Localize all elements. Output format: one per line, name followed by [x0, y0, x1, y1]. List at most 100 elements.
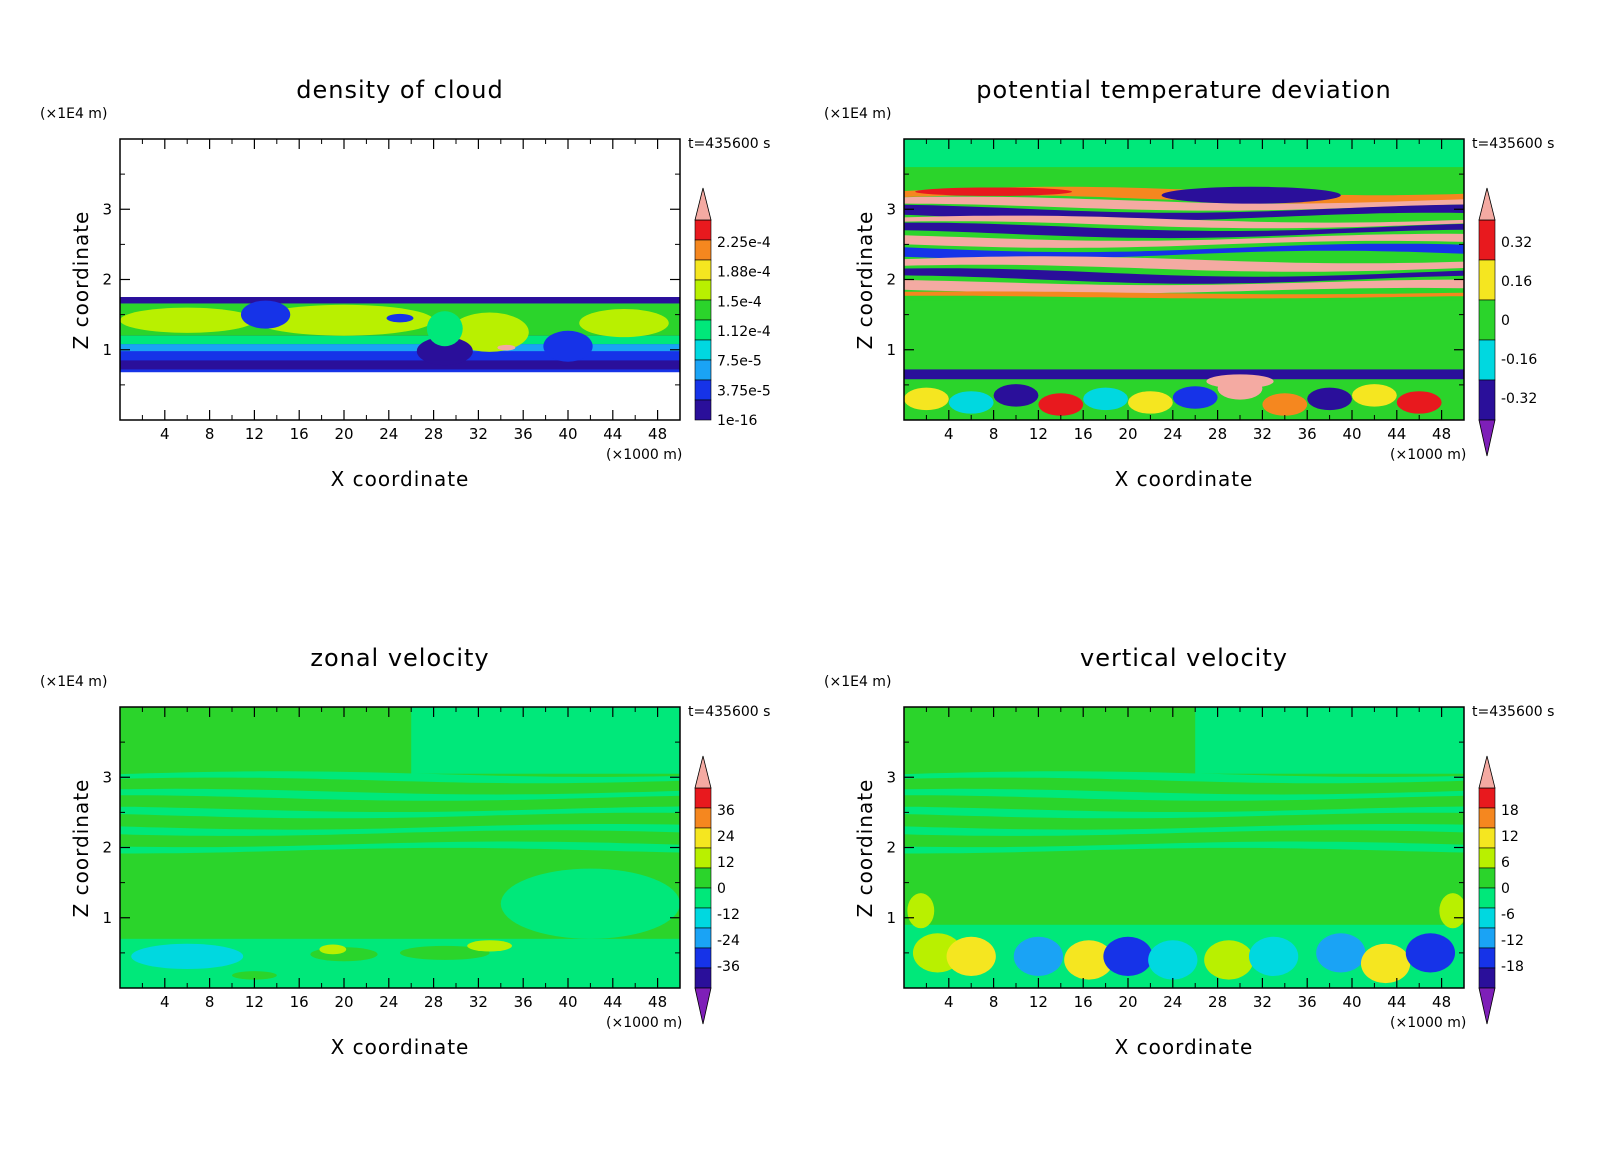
x-tick-label: 40 [558, 993, 577, 1011]
x-tick-label: 12 [245, 425, 264, 443]
colorbar-label: 18 [1501, 803, 1519, 819]
field-contours [120, 297, 680, 373]
y-axis-label: Z coordinate [69, 211, 93, 350]
panel-u: zonal velocity(×1E4 m)t=435600 s4 8 12 16 20… [40, 644, 770, 1059]
field-contours [904, 707, 1464, 988]
x-axis-label: X coordinate [1115, 467, 1254, 491]
colorbar-label: 12 [1501, 829, 1519, 845]
x-tick-label: 24 [379, 993, 398, 1011]
panel-w: vertical velocity(×1E4 m)t=435600 s4 8 12 1… [824, 644, 1554, 1059]
colorbar-label: 1e-16 [717, 413, 757, 429]
x-tick-label: 4 [160, 425, 170, 443]
chart-title: vertical velocity [1080, 644, 1288, 672]
x-tick-label: 44 [1387, 993, 1406, 1011]
chart-title: density of cloud [296, 76, 503, 104]
x-tick-label: 32 [1253, 425, 1272, 443]
x-tick-label: 24 [379, 425, 398, 443]
x-tick-label: 48 [1432, 425, 1451, 443]
colorbar: 18 12 6 0 -6 -12 -18 [1478, 755, 1524, 1025]
y-tick-label: 1 [886, 909, 896, 927]
x-tick-label: 12 [1029, 993, 1048, 1011]
plot-frame [119, 138, 681, 421]
x-tick-label: 20 [334, 425, 353, 443]
x-tick-label: 36 [1298, 993, 1317, 1011]
colorbar-label: 0 [1501, 313, 1510, 329]
colorbar-label: 0.16 [1501, 274, 1532, 290]
colorbar-label: 0 [717, 881, 726, 897]
x-tick-label: 16 [290, 425, 309, 443]
x-tick-label: 48 [648, 993, 667, 1011]
x-tick-label: 8 [989, 425, 999, 443]
y-tick-label: 3 [886, 768, 896, 786]
colorbar-label: -24 [717, 933, 740, 949]
x-tick-label: 16 [290, 993, 309, 1011]
colorbar-label: -12 [717, 907, 740, 923]
x-tick-label: 40 [1342, 993, 1361, 1011]
y-tick-label: 1 [102, 909, 112, 927]
colorbar-label: -0.16 [1501, 352, 1537, 368]
x-unit-label: (×1000 m) [606, 447, 682, 463]
x-tick-label: 32 [469, 425, 488, 443]
x-unit-label: (×1000 m) [606, 1015, 682, 1031]
colorbar-label: -0.32 [1501, 391, 1537, 407]
x-unit-label: (×1000 m) [1390, 1015, 1466, 1031]
y-tick-label: 3 [886, 200, 896, 218]
y-unit-label: (×1E4 m) [40, 674, 107, 690]
colorbar: 0.32 0.16 0 -0.16 -0.32 [1478, 187, 1537, 457]
x-tick-label: 28 [1208, 993, 1227, 1011]
y-unit-label: (×1E4 m) [824, 674, 891, 690]
x-tick-label: 8 [989, 993, 999, 1011]
x-unit-label: (×1000 m) [1390, 447, 1466, 463]
time-label: t=435600 s [1472, 136, 1554, 152]
x-tick-label: 4 [944, 993, 954, 1011]
field-contours [904, 139, 1464, 420]
x-tick-label: 36 [1298, 425, 1317, 443]
colorbar-label: -12 [1501, 933, 1524, 949]
x-tick-label: 40 [1342, 425, 1361, 443]
x-tick-label: 24 [1163, 425, 1182, 443]
panel-theta: potential temperature deviation (×1E4 m) t… [824, 76, 1554, 491]
chart-title: potential temperature deviation [976, 76, 1391, 104]
colorbar-label: 24 [717, 829, 735, 845]
y-tick-label: 1 [102, 341, 112, 359]
y-tick-label: 3 [102, 200, 112, 218]
x-tick-label: 32 [469, 993, 488, 1011]
x-tick-label: 48 [648, 425, 667, 443]
x-tick-label: 48 [1432, 993, 1451, 1011]
x-tick-label: 16 [1074, 425, 1093, 443]
time-label: t=435600 s [688, 704, 770, 720]
colorbar-label: 1.88e-4 [717, 265, 771, 281]
y-tick-label: 2 [102, 271, 112, 289]
x-tick-label: 44 [1387, 425, 1406, 443]
x-tick-label: 8 [205, 993, 215, 1011]
colorbar: 36 24 12 0 -12 -24 -36 [694, 755, 740, 1025]
x-tick-label: 36 [514, 425, 533, 443]
x-tick-label: 20 [334, 993, 353, 1011]
y-tick-label: 2 [102, 839, 112, 857]
x-axis-label: X coordinate [331, 467, 470, 491]
colorbar-label: 3.75e-5 [717, 383, 771, 399]
colorbar-label: 12 [717, 855, 735, 871]
x-axis-label: X coordinate [331, 1035, 470, 1059]
colorbar-label: -36 [717, 959, 740, 975]
x-tick-label: 40 [558, 425, 577, 443]
x-tick-label: 44 [603, 993, 622, 1011]
y-tick-label: 2 [886, 271, 896, 289]
x-tick-label: 44 [603, 425, 622, 443]
colorbar-label: 1.12e-4 [717, 324, 771, 340]
x-tick-label: 12 [1029, 425, 1048, 443]
colorbar-label: 2.25e-4 [717, 235, 771, 251]
chart-title: zonal velocity [310, 644, 489, 672]
y-axis-label: Z coordinate [853, 211, 877, 350]
time-label: t=435600 s [688, 136, 770, 152]
y-axis-label: Z coordinate [853, 779, 877, 918]
colorbar-label: 6 [1501, 855, 1510, 871]
x-tick-label: 12 [245, 993, 264, 1011]
x-tick-label: 20 [1118, 425, 1137, 443]
x-tick-label: 32 [1253, 993, 1272, 1011]
x-tick-label: 24 [1163, 993, 1182, 1011]
x-tick-label: 28 [1208, 425, 1227, 443]
x-tick-label: 4 [944, 425, 954, 443]
panel-cloud: density of cloud(×1E4 m)t=435600 s4 8 12 16… [40, 76, 771, 491]
